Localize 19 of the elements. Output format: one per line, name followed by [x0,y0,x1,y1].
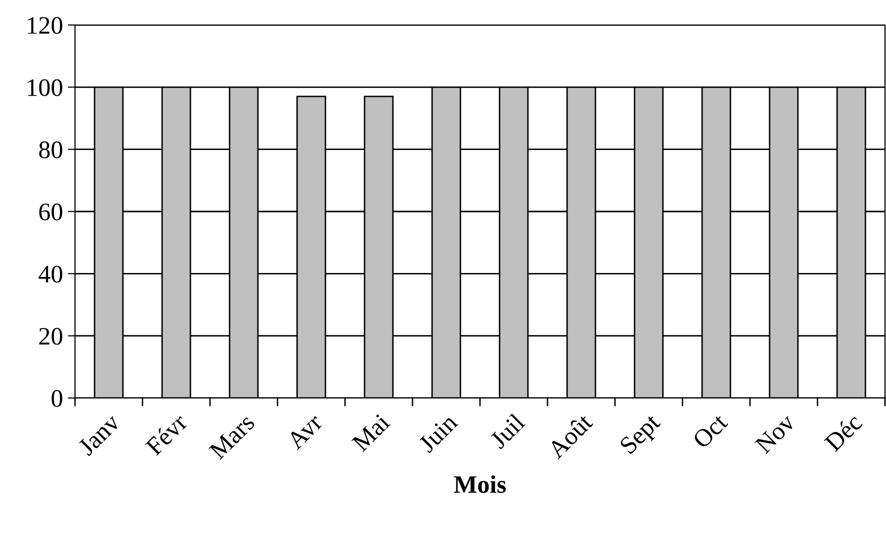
x-axis-title: Mois [454,475,506,493]
y-tick-label: 80 [39,141,62,158]
y-tick-label: 40 [38,266,62,283]
x-tick-label: Avr [286,412,324,450]
x-tick-label: Déc [823,412,864,452]
x-tick-label: Mai [351,412,391,452]
y-tick-label: 60 [39,204,62,220]
x-tick-label: Oct [692,412,729,450]
x-tick-label: Juin [418,412,458,454]
x-tick-label: Mars [208,413,256,460]
y-tick-label: 100 [28,79,62,96]
x-tick-label: Janv [77,412,122,456]
y-tick-label: 20 [39,328,62,345]
x-tick-label: Févr [144,412,189,456]
x-tick-label: Juil [488,412,526,450]
x-tick-label: Nov [754,412,796,454]
x-tick-label: Sept [619,412,665,458]
y-tick-label: 0 [52,390,62,407]
y-tick-label: 120 [28,17,62,34]
